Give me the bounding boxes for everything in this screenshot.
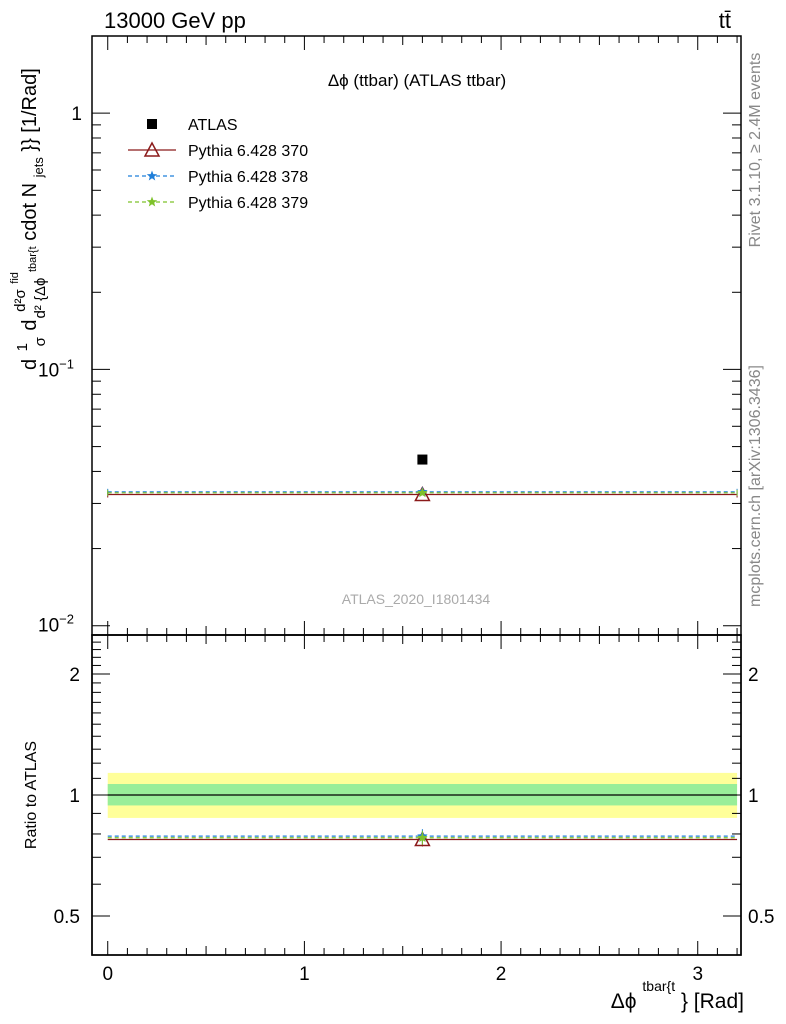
ratio-y-tick-label-right: 2 — [748, 665, 759, 686]
ratio-pythia-6-428-379-point — [417, 832, 428, 843]
xlabel-main: Δϕ — [611, 990, 637, 1013]
legend-pythia-6-428-379-marker — [146, 196, 158, 207]
ratio-y-tick-label-left: 1 — [69, 786, 80, 807]
legend-pythia-6-428-370-marker — [143, 141, 161, 157]
ratio-panel-frame-overlay — [91, 634, 742, 956]
y-tick-label: 10−2 — [38, 612, 74, 637]
ratio-bands — [107, 772, 738, 818]
x-tick-label: 3 — [692, 964, 703, 985]
header-left: 13000 GeV pp — [104, 8, 246, 33]
series-pythia-6-428-370-point — [414, 485, 431, 502]
header-right: tt̄ — [719, 8, 731, 33]
ylabel-d2: d — [19, 319, 41, 330]
xlabel-sup: tbar{t — [642, 978, 675, 994]
analysis-watermark: ATLAS_2020_I1801434 — [342, 591, 491, 607]
xlabel-tail: } [Rad] — [681, 990, 744, 1013]
ratio-y-tick-label-left: 2 — [69, 665, 80, 686]
x-axis-label: Δϕ tbar{t } [Rad] — [611, 973, 744, 1013]
chart-title: Δϕ (ttbar) (ATLAS ttbar) — [328, 71, 506, 90]
ylabel-frac-den-2-sup: tbar{t — [27, 246, 39, 272]
main-panel-ticks: 1 10−1 10−2 — [38, 35, 741, 637]
legend-pythia-6-428-370-label: Pythia 6.428 370 — [188, 143, 308, 160]
x-tick-label: 0 — [102, 964, 113, 985]
main-panel-content — [107, 454, 738, 502]
ylabel-frac-den-2: d² {Δϕ — [32, 278, 49, 319]
ylabel-frac-num-2-sup: fid — [9, 272, 21, 284]
x-tick-label: 1 — [299, 964, 310, 985]
ylabel-d1: d — [19, 359, 41, 370]
ratio-panel-ticks: 0 1 2 3 2 2 1 1 0.5 0.5 — [54, 634, 774, 985]
legend-atlas-label: ATLAS — [188, 117, 238, 134]
ratio-y-tick-label-right: 1 — [748, 786, 759, 807]
ylabel-tail-sub: jets — [31, 157, 46, 179]
ratio-y-tick-label-left: 0.5 — [54, 907, 80, 928]
ylabel-frac-den-1: σ — [32, 336, 49, 346]
y-tick-label: 10−1 — [38, 356, 74, 381]
y-tick-exponent: −1 — [59, 356, 74, 371]
ylabel-tail-end: }} [1/Rad] — [19, 68, 41, 151]
y-tick-exponent: −2 — [59, 612, 74, 627]
series-pythia-6-428-379-point — [417, 487, 428, 498]
rivet-version-label: Rivet 3.1.10, ≥ 2.4M events — [747, 53, 764, 248]
legend-pythia-6-428-379-label: Pythia 6.428 379 — [188, 195, 308, 212]
series-atlas-point — [417, 454, 428, 465]
ratio-y-axis-label: Ratio to ATLAS — [23, 741, 40, 849]
legend-atlas-marker — [147, 119, 157, 129]
svg-text:d 1 σ d: d 1 σ d d²σ fid d² {Δϕ tbar{t cdot N jet… — [1, 68, 50, 370]
ratio-pythia-6-428-370-point — [414, 830, 431, 847]
y-tick-label: 1 — [71, 104, 82, 125]
legend-pythia-6-428-378-marker — [146, 170, 158, 181]
ylabel-frac-num-1: 1 — [14, 343, 31, 351]
legend-pythia-6-428-378-label: Pythia 6.428 378 — [188, 169, 308, 186]
legend: ATLAS Pythia 6.428 370 Pythia 6.428 378 Pyt… — [128, 117, 308, 212]
ratio-y-tick-label-right: 0.5 — [748, 907, 774, 928]
x-tick-label: 2 — [496, 964, 507, 985]
main-y-axis-label: d 1 σ d d²σ fid d² {Δϕ tbar{t cdot N jet… — [1, 68, 50, 370]
ylabel-frac-num-2: d²σ — [12, 289, 29, 312]
ylabel-tail: cdot N — [19, 183, 41, 241]
ratio-panel-content — [107, 829, 738, 847]
mcplots-label: mcplots.cern.ch [arXiv:1306.3436] — [747, 365, 764, 607]
